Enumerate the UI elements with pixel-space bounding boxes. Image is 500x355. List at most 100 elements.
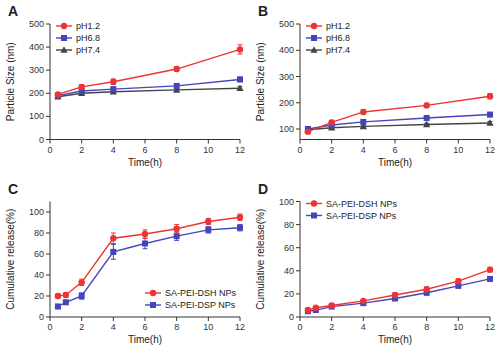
- data-point: [110, 235, 116, 241]
- data-point: [487, 266, 493, 272]
- x-tick: [208, 317, 209, 321]
- error-bar: [174, 67, 179, 72]
- series-line: [308, 279, 490, 311]
- series: [305, 276, 493, 314]
- data-point: [487, 112, 493, 118]
- y-tick: [46, 233, 50, 234]
- error-bar: [456, 279, 461, 284]
- panel-label: B: [258, 3, 268, 19]
- x-tick-label: 0: [297, 145, 302, 155]
- series-line: [58, 88, 240, 97]
- y-axis-line: [300, 24, 301, 140]
- data-point: [110, 79, 116, 85]
- legend-swatch-marker: [61, 23, 67, 29]
- data-point: [392, 292, 398, 298]
- data-point: [79, 293, 85, 299]
- error-bar: [488, 277, 493, 282]
- series-line: [308, 270, 490, 310]
- data-point: [205, 227, 211, 233]
- y-axis-label: Particle Size (nm): [5, 42, 16, 121]
- legend-label: SA-PEI-DSH NPs: [165, 288, 237, 298]
- x-tick: [240, 140, 241, 144]
- x-tick-label: 2: [329, 322, 334, 332]
- data-point: [63, 292, 69, 298]
- y-axis-line: [50, 24, 51, 140]
- x-tick-label: 6: [392, 145, 397, 155]
- x-tick: [145, 140, 146, 144]
- data-point: [237, 225, 243, 231]
- error-bar: [143, 230, 148, 238]
- y-tick-label: 100: [29, 111, 44, 121]
- plot-area: [304, 93, 493, 135]
- legend-swatch-marker: [310, 46, 317, 53]
- series: [55, 76, 243, 98]
- series: [305, 266, 493, 313]
- legend: pH1.2pH6.8pH7.4: [306, 21, 350, 55]
- x-tick: [426, 317, 427, 321]
- data-point: [423, 102, 429, 108]
- y-tick: [296, 50, 300, 51]
- y-tick: [296, 201, 300, 202]
- data-point: [305, 307, 311, 313]
- data-point: [236, 84, 243, 91]
- series: [55, 45, 243, 98]
- series-line: [58, 228, 240, 307]
- x-axis-label: Time(h): [128, 334, 162, 345]
- data-point: [487, 276, 493, 282]
- y-tick-label: 40: [284, 266, 294, 276]
- x-tick: [113, 140, 114, 144]
- x-tick-label: 12: [485, 322, 495, 332]
- y-tick-label: 20: [284, 289, 294, 299]
- y-tick-label: 0: [39, 135, 44, 145]
- data-point: [313, 305, 319, 311]
- legend-label: pH7.4: [76, 45, 100, 55]
- data-point: [174, 233, 180, 239]
- y-axis-label: Particle Size (nm): [255, 42, 266, 121]
- error-bar: [488, 267, 493, 272]
- legend-swatch-marker: [150, 302, 156, 308]
- data-point: [142, 241, 148, 247]
- data-point: [328, 302, 334, 308]
- y-tick-label: 40: [34, 270, 44, 280]
- panel-label: C: [8, 181, 18, 197]
- error-bar: [393, 293, 398, 298]
- x-tick: [363, 317, 364, 321]
- x-tick: [208, 140, 209, 144]
- error-bar: [111, 79, 116, 85]
- y-tick-label: 200: [279, 98, 294, 108]
- legend-swatch-marker: [311, 200, 317, 206]
- x-tick-label: 4: [111, 145, 116, 155]
- y-tick: [46, 275, 50, 276]
- y-tick-label: 100: [279, 124, 294, 134]
- y-tick-label: 100: [29, 207, 44, 217]
- error-bar: [111, 233, 116, 244]
- series-line: [58, 49, 240, 94]
- x-tick: [395, 317, 396, 321]
- x-tick-label: 0: [47, 145, 52, 155]
- data-point: [237, 46, 243, 52]
- data-point: [328, 119, 334, 125]
- x-tick: [113, 317, 114, 321]
- data-point: [63, 299, 69, 305]
- x-tick-label: 6: [142, 145, 147, 155]
- y-tick-label: 300: [279, 72, 294, 82]
- x-tick-label: 10: [203, 322, 213, 332]
- series: [304, 119, 493, 132]
- y-axis-line: [50, 202, 51, 318]
- x-tick-label: 0: [47, 322, 52, 332]
- error-bar: [79, 293, 84, 299]
- x-tick-label: 10: [453, 322, 463, 332]
- x-tick: [240, 317, 241, 321]
- panel: A0100200300400500024681012Time(h)Particl…: [5, 3, 245, 168]
- x-tick-label: 12: [235, 145, 245, 155]
- y-tick: [296, 102, 300, 103]
- y-tick: [46, 116, 50, 117]
- y-tick-label: 20: [34, 291, 44, 301]
- data-point: [360, 109, 366, 115]
- y-tick-label: 500: [279, 19, 294, 29]
- error-bar: [143, 238, 148, 249]
- x-tick: [331, 317, 332, 321]
- legend: SA-PEI-DSH NPsSA-PEI-DSP NPs: [306, 199, 398, 221]
- x-tick-label: 6: [142, 322, 147, 332]
- y-tick: [296, 76, 300, 77]
